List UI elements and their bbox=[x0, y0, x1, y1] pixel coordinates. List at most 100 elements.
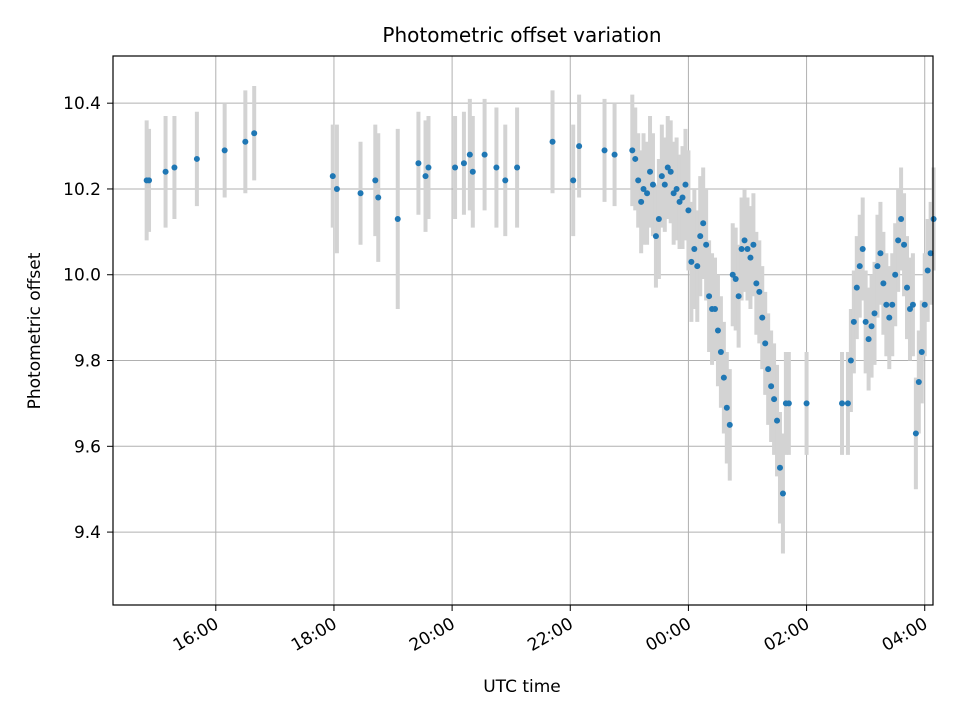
data-point bbox=[673, 185, 680, 192]
data-point bbox=[576, 143, 583, 150]
data-point bbox=[874, 263, 881, 270]
data-point bbox=[901, 241, 908, 248]
data-point bbox=[670, 190, 677, 197]
data-point bbox=[611, 151, 618, 158]
data-point bbox=[652, 233, 659, 240]
data-point bbox=[762, 340, 769, 347]
data-point bbox=[333, 185, 340, 192]
data-point bbox=[744, 246, 751, 253]
data-point bbox=[847, 357, 854, 364]
data-point bbox=[329, 173, 336, 180]
data-point bbox=[706, 293, 713, 300]
data-point bbox=[898, 215, 905, 222]
data-point bbox=[667, 168, 674, 175]
data-point bbox=[768, 383, 775, 390]
data-point bbox=[691, 246, 698, 253]
data-point bbox=[756, 288, 763, 295]
data-point bbox=[601, 147, 608, 154]
data-point bbox=[171, 164, 178, 171]
data-point bbox=[856, 263, 863, 270]
data-point bbox=[759, 314, 766, 321]
data-point bbox=[712, 306, 719, 313]
data-point bbox=[647, 168, 654, 175]
data-point bbox=[682, 181, 689, 188]
data-point bbox=[720, 374, 727, 381]
data-point bbox=[357, 190, 364, 197]
data-point bbox=[774, 417, 781, 424]
data-point bbox=[632, 155, 639, 162]
data-point bbox=[904, 284, 911, 291]
data-point bbox=[469, 168, 476, 175]
data-point bbox=[372, 177, 379, 184]
data-point bbox=[661, 181, 668, 188]
data-point bbox=[883, 301, 890, 308]
data-point bbox=[452, 164, 459, 171]
data-point bbox=[912, 430, 919, 437]
data-point bbox=[921, 301, 928, 308]
data-point bbox=[700, 220, 707, 227]
data-point bbox=[415, 160, 422, 167]
data-point bbox=[877, 250, 884, 257]
data-point bbox=[655, 215, 662, 222]
data-point bbox=[221, 147, 228, 154]
data-point bbox=[753, 280, 760, 287]
data-point bbox=[466, 151, 473, 158]
data-point bbox=[394, 215, 401, 222]
y-tick-label: 9.8 bbox=[74, 352, 101, 372]
data-point bbox=[738, 246, 745, 253]
data-point bbox=[729, 271, 736, 278]
data-point bbox=[375, 194, 382, 201]
y-tick-label: 10.2 bbox=[63, 180, 101, 200]
data-point bbox=[765, 366, 772, 373]
data-point bbox=[785, 400, 792, 407]
data-point bbox=[918, 348, 925, 355]
data-point bbox=[697, 233, 704, 240]
data-point bbox=[658, 173, 665, 180]
data-point bbox=[425, 164, 432, 171]
data-point bbox=[481, 151, 488, 158]
data-point bbox=[886, 314, 893, 321]
x-axis-label: UTC time bbox=[483, 677, 561, 697]
plot-area: 16:00 18:00 20:00 22:00 00:00 02:00 04:009.49.… bbox=[63, 55, 937, 656]
data-point bbox=[146, 177, 153, 184]
data-point bbox=[422, 173, 429, 180]
data-point bbox=[741, 237, 748, 244]
data-point bbox=[839, 400, 846, 407]
data-point bbox=[635, 177, 642, 184]
data-point bbox=[735, 293, 742, 300]
data-point bbox=[771, 396, 778, 403]
y-axis-label: Photometric offset bbox=[25, 252, 45, 409]
data-point bbox=[915, 378, 922, 385]
data-point bbox=[703, 241, 710, 248]
data-point bbox=[638, 198, 645, 205]
data-point bbox=[717, 348, 724, 355]
y-tick-label: 10.4 bbox=[63, 94, 101, 114]
data-point bbox=[850, 318, 857, 325]
data-point bbox=[685, 207, 692, 214]
data-point bbox=[460, 160, 467, 167]
data-point bbox=[629, 147, 636, 154]
data-point bbox=[859, 246, 866, 253]
data-point bbox=[694, 263, 701, 270]
data-point bbox=[714, 327, 721, 334]
y-tick-label: 9.6 bbox=[74, 437, 101, 457]
data-point bbox=[853, 284, 860, 291]
data-point bbox=[676, 198, 683, 205]
y-tick-label: 9.4 bbox=[74, 523, 101, 543]
data-point bbox=[514, 164, 521, 171]
data-point bbox=[640, 185, 647, 192]
data-point bbox=[862, 318, 869, 325]
data-point bbox=[664, 164, 671, 171]
data-point bbox=[679, 194, 686, 201]
data-point bbox=[549, 138, 556, 145]
data-point bbox=[726, 421, 733, 428]
data-point bbox=[644, 190, 651, 197]
data-point bbox=[723, 404, 730, 411]
data-point bbox=[162, 168, 169, 175]
data-point bbox=[750, 241, 757, 248]
data-point bbox=[895, 237, 902, 244]
data-point bbox=[493, 164, 500, 171]
data-point bbox=[688, 258, 695, 265]
